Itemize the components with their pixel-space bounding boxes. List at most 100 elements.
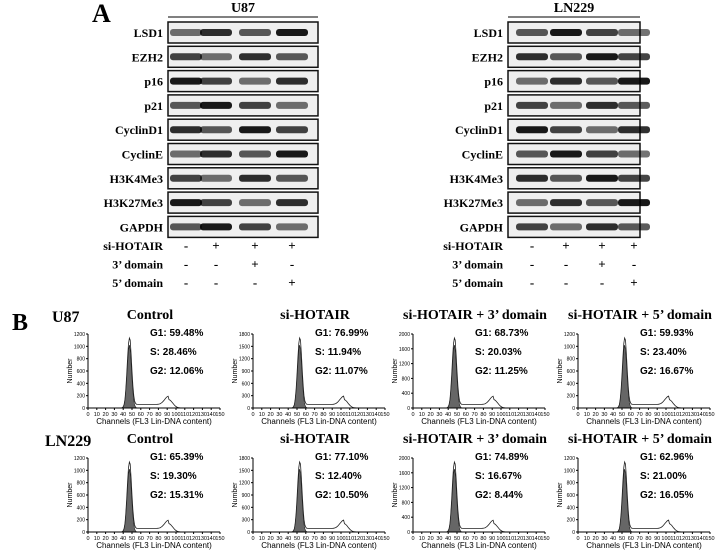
blot-band (550, 150, 582, 158)
blot-band (516, 174, 548, 182)
blot-band (276, 29, 308, 36)
protein-label: p21 (484, 99, 503, 113)
y-tick-label: 600 (77, 369, 86, 375)
x-tick-label: 70 (147, 412, 153, 418)
y-tick-label: 1200 (399, 362, 410, 368)
x-tick-label: 110 (180, 536, 189, 542)
x-tick-label: 130 (688, 412, 697, 418)
protein-label: EZH2 (132, 50, 163, 64)
blot-band (276, 53, 308, 61)
phase-stat: G2: 8.44% (475, 490, 523, 501)
x-tick-label: 100 (171, 536, 180, 542)
x-tick-label: 110 (180, 412, 189, 418)
x-tick-label: 140 (532, 536, 541, 542)
x-tick-label: 90 (329, 536, 335, 542)
x-tick-label: 20 (593, 412, 599, 418)
y-tick-label: 2000 (399, 332, 410, 338)
x-tick-label: 60 (303, 536, 309, 542)
x-tick-label: 40 (610, 412, 616, 418)
x-tick-label: 100 (496, 536, 505, 542)
blot-band (276, 126, 308, 134)
treatment-sign: + (288, 275, 295, 290)
treatment-label: 3’ domain (112, 258, 163, 272)
y-tick-label: 300 (242, 394, 251, 400)
blot-band (516, 199, 548, 207)
x-tick-label: 140 (697, 412, 706, 418)
treatment-sign: + (288, 238, 295, 253)
treatment-label: 3’ domain (452, 258, 503, 272)
x-tick-label: 90 (164, 412, 170, 418)
y-tick-label: 1000 (74, 344, 85, 350)
blot-band (170, 126, 202, 134)
plot-title: si-HOTAIR + 5’ domain (568, 308, 712, 323)
x-tick-label: 100 (171, 412, 180, 418)
y-tick-label: 600 (77, 493, 86, 499)
protein-label: GAPDH (120, 220, 164, 234)
x-tick-label: 120 (189, 412, 198, 418)
y-tick-label: 1600 (399, 471, 410, 477)
x-tick-label: 0 (251, 536, 254, 542)
blot-band (550, 199, 582, 207)
y-tick-label: 1000 (74, 468, 85, 474)
cell-line-label: U87 (231, 1, 255, 16)
blot-band (618, 77, 650, 85)
blot-band (170, 101, 202, 109)
x-tick-label: 30 (601, 536, 607, 542)
treatment-sign: - (184, 257, 188, 272)
x-tick-label: 80 (645, 536, 651, 542)
x-tick-label: 80 (155, 412, 161, 418)
x-tick-label: 90 (654, 536, 660, 542)
panel-label: A (92, 0, 111, 28)
blot-band (586, 53, 618, 61)
y-tick-label: 1200 (564, 332, 575, 338)
protein-label: CyclinE (462, 148, 503, 162)
blot-band (200, 199, 232, 207)
treatment-sign: - (184, 238, 188, 253)
treatment-label: 5’ domain (112, 276, 163, 290)
blot-band (239, 199, 271, 207)
protein-label: CyclinD1 (455, 123, 503, 137)
x-tick-label: 10 (584, 536, 590, 542)
x-axis-label: Channels (FL3 Lin-DNA content) (421, 541, 537, 550)
x-tick-label: 30 (601, 412, 607, 418)
y-tick-label: 0 (572, 530, 575, 536)
y-tick-label: 300 (242, 518, 251, 524)
x-tick-label: 140 (532, 412, 541, 418)
blot-band (550, 126, 582, 134)
phase-stat: S: 20.03% (475, 347, 522, 358)
y-tick-label: 600 (567, 369, 576, 375)
x-tick-label: 20 (593, 536, 599, 542)
cell-line-label: LN229 (554, 1, 594, 16)
blot-band (516, 77, 548, 85)
blot-band (200, 53, 232, 61)
y-axis-label: Number (67, 358, 74, 384)
phase-stat: G2: 10.50% (315, 490, 368, 501)
x-tick-label: 70 (312, 412, 318, 418)
y-tick-label: 0 (407, 530, 410, 536)
x-tick-label: 0 (251, 412, 254, 418)
treatment-sign: + (251, 257, 258, 272)
treatment-sign: - (214, 275, 218, 290)
treatment-sign: + (212, 238, 219, 253)
x-tick-label: 140 (372, 412, 381, 418)
y-tick-label: 2000 (399, 456, 410, 462)
x-tick-label: 10 (419, 412, 425, 418)
x-tick-label: 0 (576, 536, 579, 542)
blot-band (586, 77, 618, 85)
treatment-sign: + (630, 238, 637, 253)
blot-band (618, 126, 650, 134)
phase-stat: S: 28.46% (150, 347, 197, 358)
x-tick-label: 90 (489, 536, 495, 542)
treatment-label: si-HOTAIR (103, 239, 163, 253)
treatment-sign: + (598, 257, 605, 272)
x-tick-label: 130 (198, 536, 207, 542)
x-tick-label: 40 (285, 412, 291, 418)
x-tick-label: 30 (111, 536, 117, 542)
phase-stat: G1: 59.48% (150, 328, 203, 339)
x-tick-label: 80 (320, 536, 326, 542)
x-tick-label: 100 (336, 412, 345, 418)
blot-band (170, 53, 202, 61)
blot-band (200, 223, 232, 231)
treatment-sign: + (598, 238, 605, 253)
x-tick-label: 150 (705, 412, 714, 418)
